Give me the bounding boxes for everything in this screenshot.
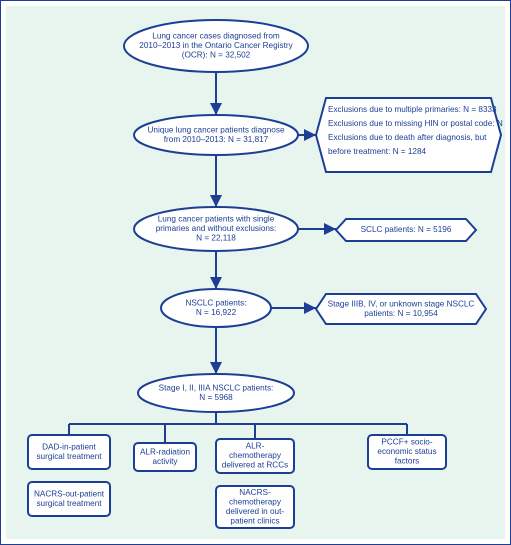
svg-text:primaries and without exclusio: primaries and without exclusions: [156,224,277,233]
svg-text:patients: N = 10,954: patients: N = 10,954 [364,309,438,318]
svg-text:from 2010–2013: N = 31,817: from 2010–2013: N = 31,817 [164,135,269,144]
svg-text:Stage IIIB, IV, or unknown sta: Stage IIIB, IV, or unknown stage NSCLC [328,299,475,308]
inner-frame: Lung cancer cases diagnosed from2010–201… [6,6,505,539]
svg-text:N = 22,118: N = 22,118 [196,234,236,243]
svg-text:NACRS-out-patient: NACRS-out-patient [34,489,105,498]
svg-text:economic status: economic status [377,447,436,456]
svg-text:Lung cancer cases diagnosed fr: Lung cancer cases diagnosed from [152,32,280,41]
svg-text:Unique lung cancer patients di: Unique lung cancer patients diagnose [147,125,284,134]
svg-text:SCLC patients: N = 5196: SCLC patients: N = 5196 [361,225,452,234]
svg-text:N = 16,922: N = 16,922 [196,308,237,317]
svg-text:Stage I, II, IIIA NSCLC patien: Stage I, II, IIIA NSCLC patients: [159,383,274,392]
svg-text:delivered at RCCs: delivered at RCCs [222,461,288,470]
svg-text:Exclusions due to multiple pri: Exclusions due to multiple primaries: N … [328,105,497,114]
svg-text:surgical treatment: surgical treatment [36,499,102,508]
svg-text:chemotherapy: chemotherapy [229,451,282,460]
svg-text:Lung cancer patients with sing: Lung cancer patients with single [158,215,275,224]
svg-text:DAD-in-patient: DAD-in-patient [42,442,96,451]
svg-text:(OCR): N = 32,502: (OCR): N = 32,502 [182,51,251,60]
svg-text:NSCLC patients:: NSCLC patients: [186,298,247,307]
svg-text:PCCF+ socio-: PCCF+ socio- [381,438,432,447]
svg-text:chemotherapy: chemotherapy [229,497,282,506]
svg-text:delivered in out-: delivered in out- [226,507,285,516]
svg-text:2010–2013 in the Ontario Cance: 2010–2013 in the Ontario Cancer Registry [139,41,293,50]
svg-text:NACRS-: NACRS- [239,488,271,497]
svg-text:ALR-radiation: ALR-radiation [140,447,191,456]
svg-text:Exclusions due to death after: Exclusions due to death after diagnosis,… [328,133,487,142]
flowchart-svg: Lung cancer cases diagnosed from2010–201… [6,6,505,539]
svg-text:before treatment: N = 1284: before treatment: N = 1284 [328,147,427,156]
svg-text:surgical treatment: surgical treatment [36,452,102,461]
svg-text:patient clinics: patient clinics [230,516,279,525]
svg-text:Exclusions due to missing HIN: Exclusions due to missing HIN or postal … [328,119,505,128]
svg-text:ALR-: ALR- [246,442,265,451]
svg-text:activity: activity [152,457,178,466]
svg-text:factors: factors [395,457,420,466]
svg-text:N = 5968: N = 5968 [199,393,233,402]
